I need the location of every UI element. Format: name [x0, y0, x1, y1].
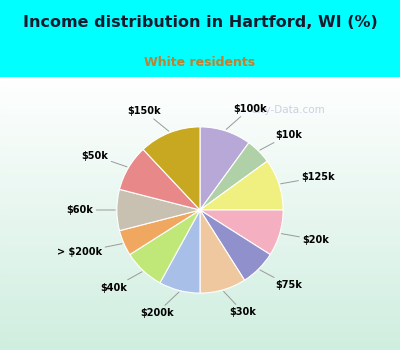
Bar — [0, 314, 400, 318]
Wedge shape — [200, 210, 270, 280]
Bar — [0, 282, 400, 286]
Wedge shape — [120, 210, 200, 254]
Bar — [0, 91, 400, 95]
Bar — [0, 309, 400, 314]
Bar — [0, 95, 400, 100]
Bar — [0, 236, 400, 241]
Wedge shape — [200, 143, 267, 210]
Bar — [0, 232, 400, 236]
Bar — [0, 264, 400, 268]
Wedge shape — [117, 189, 200, 231]
Bar — [0, 163, 400, 168]
Bar — [0, 332, 400, 336]
Text: $10k: $10k — [260, 130, 302, 150]
Bar — [0, 150, 400, 154]
Text: $40k: $40k — [100, 272, 142, 293]
Text: City-Data.com: City-Data.com — [251, 105, 325, 115]
Bar — [0, 214, 400, 218]
Text: $60k: $60k — [67, 205, 115, 215]
Bar — [0, 200, 400, 204]
Bar — [0, 100, 400, 104]
Bar — [0, 191, 400, 195]
Bar — [0, 118, 400, 122]
Bar — [0, 195, 400, 200]
Bar — [0, 336, 400, 341]
Text: White residents: White residents — [144, 56, 256, 69]
Wedge shape — [143, 127, 200, 210]
Bar — [0, 318, 400, 323]
Bar — [0, 218, 400, 223]
Text: $30k: $30k — [224, 292, 256, 317]
Wedge shape — [200, 210, 283, 254]
Text: $50k: $50k — [82, 151, 127, 167]
Bar — [0, 250, 400, 254]
Bar — [0, 345, 400, 350]
Bar — [0, 254, 400, 259]
Bar — [0, 277, 400, 282]
Text: $150k: $150k — [127, 106, 169, 131]
Wedge shape — [130, 210, 200, 283]
Bar — [0, 186, 400, 191]
Bar — [0, 136, 400, 141]
Bar — [0, 323, 400, 327]
Bar — [0, 227, 400, 232]
Bar — [0, 245, 400, 250]
Text: > $200k: > $200k — [57, 244, 122, 257]
Text: $20k: $20k — [282, 234, 329, 245]
Bar — [0, 159, 400, 163]
Bar — [0, 259, 400, 264]
Bar — [0, 82, 400, 86]
Bar — [0, 141, 400, 145]
Bar — [0, 132, 400, 136]
Bar — [0, 341, 400, 345]
Bar — [0, 113, 400, 118]
Wedge shape — [200, 210, 244, 293]
Bar — [0, 295, 400, 300]
Bar — [0, 109, 400, 113]
Bar — [0, 286, 400, 291]
Text: Income distribution in Hartford, WI (%): Income distribution in Hartford, WI (%) — [23, 15, 377, 30]
Bar — [0, 268, 400, 273]
Bar — [0, 86, 400, 91]
Bar — [0, 223, 400, 227]
Text: $100k: $100k — [226, 104, 266, 130]
Wedge shape — [200, 127, 249, 210]
Bar — [0, 273, 400, 277]
Bar — [0, 209, 400, 214]
Bar — [0, 327, 400, 332]
Bar — [0, 127, 400, 132]
Bar — [0, 173, 400, 177]
Bar — [0, 104, 400, 109]
Text: $200k: $200k — [140, 292, 179, 318]
Bar — [0, 145, 400, 150]
Bar — [0, 77, 400, 82]
Wedge shape — [200, 161, 283, 210]
Bar — [0, 204, 400, 209]
Bar — [0, 154, 400, 159]
Bar — [0, 300, 400, 304]
Bar — [0, 177, 400, 182]
Bar — [0, 122, 400, 127]
Bar — [0, 304, 400, 309]
Text: $75k: $75k — [260, 270, 302, 290]
Bar — [0, 168, 400, 173]
Bar — [0, 291, 400, 295]
Wedge shape — [160, 210, 200, 293]
Text: $125k: $125k — [281, 172, 335, 184]
Wedge shape — [120, 149, 200, 210]
Bar — [0, 241, 400, 245]
Bar — [0, 182, 400, 186]
